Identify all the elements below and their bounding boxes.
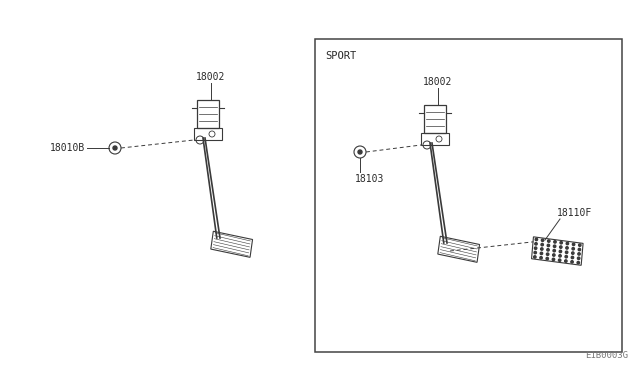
Circle shape — [547, 244, 550, 247]
Circle shape — [578, 253, 580, 255]
Circle shape — [534, 251, 536, 254]
Circle shape — [541, 248, 543, 250]
Circle shape — [578, 248, 580, 251]
Circle shape — [554, 241, 556, 243]
Circle shape — [572, 252, 574, 254]
Text: 18010B: 18010B — [50, 143, 85, 153]
Text: 18103: 18103 — [355, 174, 385, 184]
Circle shape — [579, 244, 581, 246]
Bar — [315, 39, 622, 352]
Circle shape — [559, 255, 561, 257]
Circle shape — [534, 247, 537, 249]
Circle shape — [541, 239, 544, 241]
Bar — [424, 105, 446, 133]
Circle shape — [535, 243, 537, 245]
Bar — [194, 128, 222, 140]
Circle shape — [565, 251, 568, 253]
Circle shape — [564, 260, 567, 262]
Circle shape — [572, 256, 573, 259]
Bar — [421, 133, 449, 145]
Circle shape — [559, 259, 561, 262]
Circle shape — [560, 241, 563, 244]
Circle shape — [540, 257, 542, 259]
Circle shape — [577, 262, 579, 264]
Text: SPORT: SPORT — [325, 51, 356, 61]
Circle shape — [565, 256, 568, 258]
Text: 18002: 18002 — [196, 72, 226, 82]
Circle shape — [113, 146, 117, 150]
Circle shape — [547, 248, 549, 251]
Circle shape — [571, 261, 573, 263]
Circle shape — [566, 247, 568, 249]
Circle shape — [566, 242, 568, 245]
Circle shape — [572, 243, 575, 246]
Circle shape — [552, 258, 555, 261]
Circle shape — [548, 240, 550, 242]
Circle shape — [546, 257, 548, 260]
Circle shape — [552, 254, 555, 256]
Circle shape — [535, 238, 538, 241]
Circle shape — [553, 250, 556, 252]
Text: 18110F: 18110F — [557, 208, 592, 218]
Text: 18002: 18002 — [423, 77, 452, 87]
Circle shape — [554, 245, 556, 247]
Bar — [197, 100, 219, 128]
Circle shape — [534, 256, 536, 258]
Circle shape — [559, 246, 562, 248]
Circle shape — [572, 247, 575, 250]
Circle shape — [547, 253, 549, 256]
Circle shape — [540, 252, 543, 254]
Circle shape — [358, 150, 362, 154]
Circle shape — [577, 257, 580, 260]
Circle shape — [541, 243, 543, 246]
Text: E1B0003G: E1B0003G — [585, 351, 628, 360]
Circle shape — [559, 250, 562, 253]
